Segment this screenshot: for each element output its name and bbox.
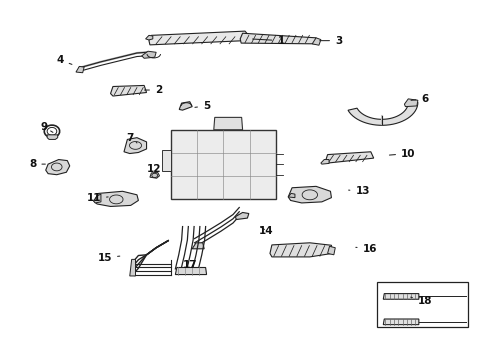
Text: 3: 3 (320, 36, 342, 46)
Polygon shape (111, 85, 147, 96)
Polygon shape (240, 33, 316, 44)
Polygon shape (404, 99, 418, 107)
Text: 7: 7 (126, 133, 137, 143)
Polygon shape (171, 130, 276, 198)
Text: 12: 12 (147, 165, 161, 174)
Polygon shape (76, 66, 84, 73)
Text: 17: 17 (182, 260, 197, 270)
Polygon shape (348, 102, 418, 125)
Text: 14: 14 (259, 226, 274, 236)
Polygon shape (162, 150, 171, 171)
Polygon shape (47, 135, 58, 139)
Polygon shape (150, 172, 160, 178)
Bar (377, 282, 468, 328)
Polygon shape (46, 159, 70, 175)
Polygon shape (124, 138, 147, 154)
Text: 6: 6 (411, 94, 429, 104)
Polygon shape (175, 267, 207, 275)
Polygon shape (179, 102, 192, 110)
Text: 4: 4 (56, 55, 72, 65)
Polygon shape (288, 186, 331, 203)
Polygon shape (383, 294, 419, 299)
Polygon shape (321, 159, 329, 164)
Polygon shape (192, 243, 204, 249)
Polygon shape (326, 152, 374, 163)
Polygon shape (149, 31, 250, 45)
Polygon shape (312, 38, 321, 45)
Polygon shape (270, 243, 332, 257)
Text: 13: 13 (348, 186, 370, 196)
Text: 15: 15 (98, 253, 120, 262)
Polygon shape (288, 193, 295, 198)
Polygon shape (235, 212, 249, 220)
Text: 8: 8 (29, 159, 46, 169)
Text: 9: 9 (41, 122, 53, 132)
Polygon shape (383, 319, 419, 325)
Text: 1: 1 (252, 36, 285, 46)
Polygon shape (94, 194, 101, 203)
Text: 11: 11 (87, 193, 108, 203)
Polygon shape (146, 35, 153, 40)
Text: 16: 16 (356, 244, 377, 254)
Text: 5: 5 (195, 101, 210, 111)
Text: 10: 10 (390, 149, 416, 158)
Polygon shape (214, 117, 243, 130)
Polygon shape (130, 259, 136, 276)
Polygon shape (94, 191, 138, 207)
Text: 2: 2 (145, 85, 162, 95)
Polygon shape (142, 51, 156, 58)
Polygon shape (328, 246, 335, 255)
Text: 18: 18 (411, 296, 432, 306)
